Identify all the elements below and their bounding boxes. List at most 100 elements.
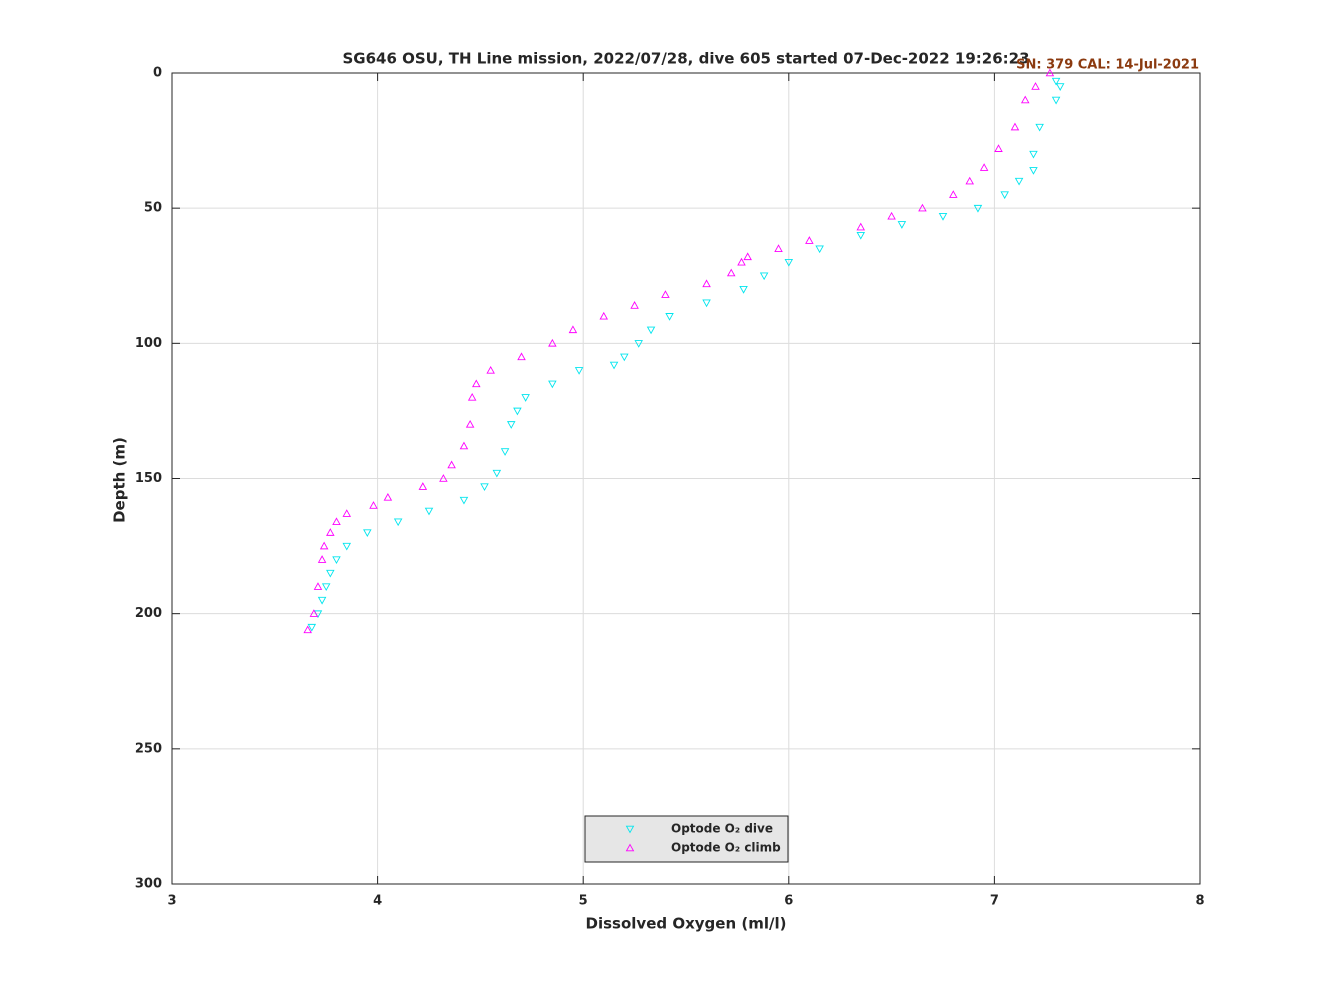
data-point <box>949 190 958 198</box>
data-point <box>739 286 748 294</box>
data-point <box>439 474 448 482</box>
data-point <box>815 245 824 254</box>
data-point <box>1029 150 1038 159</box>
data-point <box>918 203 927 212</box>
data-point <box>784 258 794 267</box>
data-point <box>897 221 907 229</box>
data-point <box>805 236 814 244</box>
data-point <box>303 625 312 634</box>
data-point <box>994 144 1003 152</box>
data-point <box>574 367 584 375</box>
data-point <box>393 518 403 527</box>
data-point <box>1031 82 1040 90</box>
data-point <box>1051 77 1061 86</box>
data-point <box>759 272 769 281</box>
plot-frame <box>171 72 1201 885</box>
data-point <box>326 528 335 536</box>
data-point <box>856 231 866 240</box>
data-point <box>459 496 469 505</box>
data-point <box>620 353 629 362</box>
x-tick-label: 8 <box>1195 894 1204 909</box>
data-point <box>743 252 752 261</box>
data-point <box>856 222 866 231</box>
x-axis-label: Dissolved Oxygen (ml/l) <box>586 915 787 933</box>
data-point <box>548 380 557 389</box>
data-point <box>332 517 341 526</box>
data-point <box>1020 95 1030 104</box>
x-tick-label: 6 <box>784 894 793 909</box>
data-point <box>332 556 341 565</box>
data-point <box>1051 96 1061 105</box>
data-point <box>599 311 609 320</box>
data-point <box>1000 191 1009 200</box>
data-point <box>979 163 989 171</box>
data-point <box>1035 123 1044 132</box>
legend-label: Optode O₂ climb <box>671 841 781 855</box>
legend-box <box>584 815 789 863</box>
y-axis-label: Depth (m) <box>111 437 129 523</box>
data-point <box>521 394 530 402</box>
data-point <box>1055 83 1065 91</box>
data-point <box>465 420 475 428</box>
x-tick-label: 7 <box>990 894 999 909</box>
data-point <box>568 325 578 334</box>
data-point <box>492 469 502 478</box>
data-point <box>326 569 335 578</box>
chart-title: SG646 OSU, TH Line mission, 2022/07/28, … <box>342 50 1029 68</box>
data-point <box>472 379 481 388</box>
data-point <box>500 448 510 456</box>
data-point <box>467 392 477 401</box>
data-point <box>506 421 516 429</box>
data-point <box>313 582 323 590</box>
data-point <box>973 204 983 213</box>
data-point <box>702 299 711 308</box>
data-point <box>307 623 317 632</box>
legend-marker <box>625 825 635 834</box>
data-point <box>774 244 783 252</box>
data-point <box>634 340 643 348</box>
data-point <box>317 596 327 605</box>
x-tick-label: 4 <box>373 894 382 909</box>
data-point <box>887 211 896 220</box>
data-point <box>548 338 557 347</box>
y-tick-label: 0 <box>153 66 162 81</box>
data-point <box>702 279 711 288</box>
data-point <box>609 361 619 370</box>
data-point <box>309 609 319 617</box>
data-point <box>517 352 526 361</box>
data-point <box>447 460 456 469</box>
data-point <box>424 507 434 516</box>
y-tick-label: 250 <box>135 741 162 756</box>
x-tick-label: 5 <box>579 894 588 909</box>
y-tick-label: 100 <box>135 336 162 351</box>
data-point <box>418 482 428 490</box>
data-point <box>321 583 331 592</box>
y-tick-label: 150 <box>135 471 162 486</box>
data-point <box>342 542 352 551</box>
data-point <box>1014 177 1024 186</box>
data-point <box>630 301 639 309</box>
data-point <box>317 555 327 563</box>
annotation: SN: 379 CAL: 14-Jul-2021 <box>1016 58 1199 73</box>
data-point <box>1045 68 1055 77</box>
data-point <box>486 365 495 374</box>
data-point <box>737 257 746 266</box>
data-point <box>665 313 674 321</box>
data-point <box>319 541 329 550</box>
data-point <box>938 213 948 221</box>
legend-label: Optode O₂ dive <box>671 822 773 836</box>
data-point <box>965 176 974 185</box>
data-point <box>480 483 489 492</box>
y-tick-label: 50 <box>144 201 162 216</box>
data-point <box>1010 122 1020 131</box>
data-point <box>513 407 522 416</box>
data-point <box>459 441 469 450</box>
x-tick-label: 3 <box>167 894 176 909</box>
data-point <box>661 290 670 298</box>
legend-marker <box>625 843 635 852</box>
data-point <box>383 492 393 501</box>
data-point <box>726 268 736 277</box>
data-point <box>1029 167 1038 175</box>
data-point <box>646 326 656 335</box>
